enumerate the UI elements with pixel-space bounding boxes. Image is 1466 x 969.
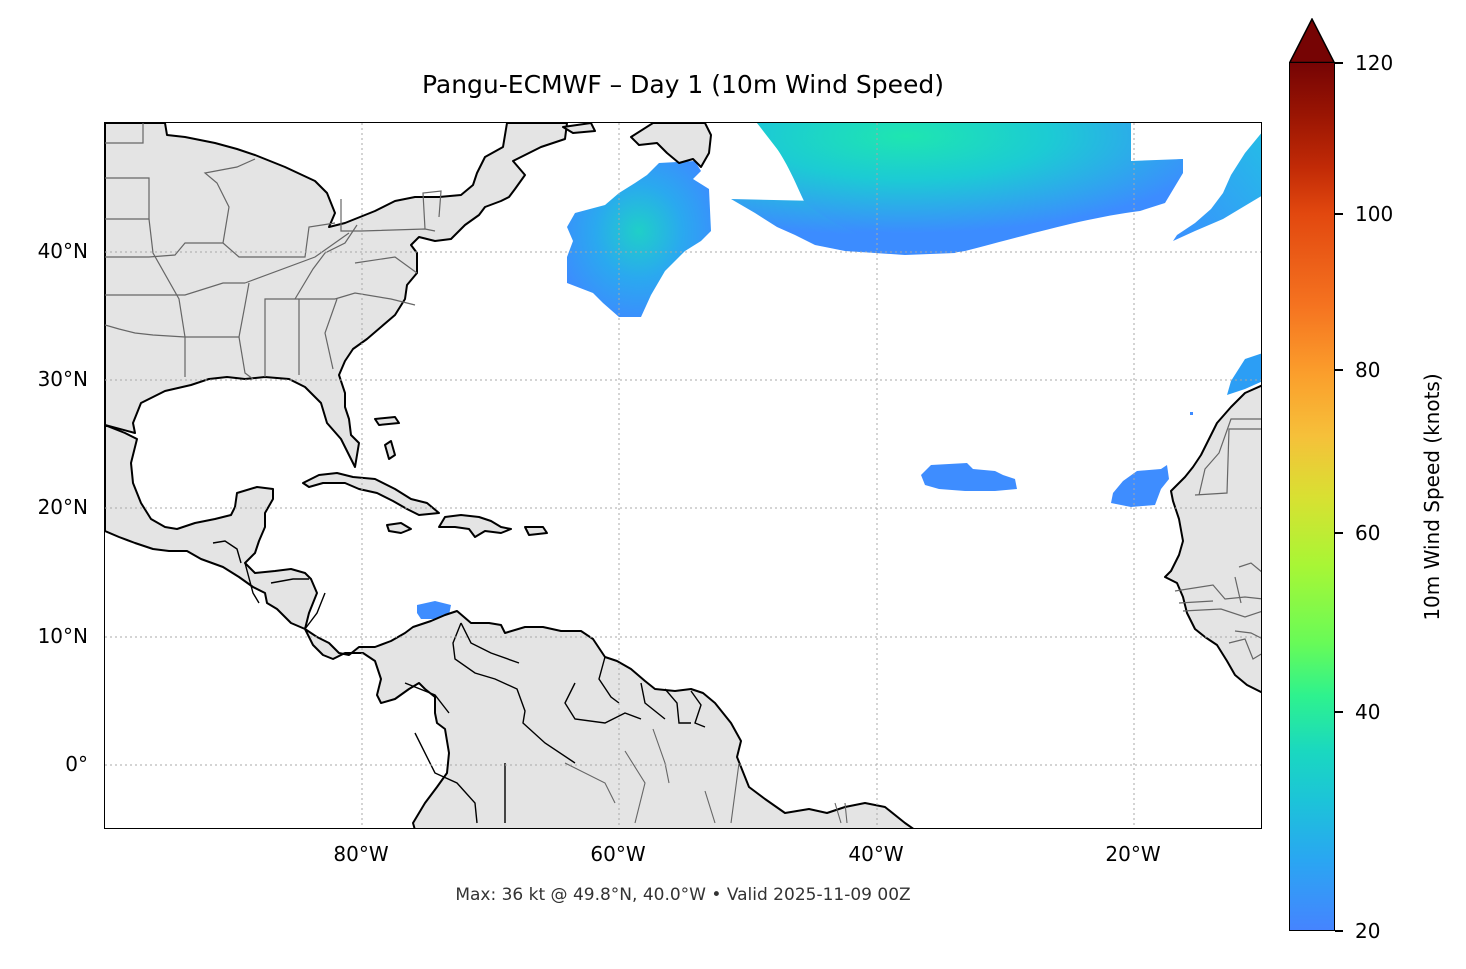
wind-field xyxy=(417,123,1261,619)
colorbar-tick xyxy=(1335,369,1343,371)
lon-label-20w: 20°W xyxy=(1105,842,1161,866)
colorbar-tick xyxy=(1335,532,1343,534)
lat-label-40n: 40°N xyxy=(37,239,88,263)
colorbar-extend-arrow xyxy=(1289,18,1335,64)
colorbar-label-100: 100 xyxy=(1355,202,1394,226)
map-svg xyxy=(105,123,1261,828)
lon-label-80w: 80°W xyxy=(333,842,389,866)
colorbar-tick xyxy=(1335,213,1343,215)
country-borders xyxy=(212,540,706,824)
map-plot-area xyxy=(104,122,1262,829)
colorbar-title: 10m Wind Speed (knots) xyxy=(1420,373,1444,621)
minor-borders xyxy=(564,728,848,824)
colorbar-label-60: 60 xyxy=(1355,521,1381,545)
lon-label-40w: 40°W xyxy=(848,842,904,866)
max-wind-caption: Max: 36 kt @ 49.8°N, 40.0°W • Valid 2025… xyxy=(455,885,911,905)
colorbar-label-120: 120 xyxy=(1355,51,1394,75)
colorbar-tick xyxy=(1335,711,1343,713)
lat-label-30n: 30°N xyxy=(37,367,88,391)
lon-label-60w: 60°W xyxy=(590,842,646,866)
gridlines xyxy=(105,123,1261,828)
colorbar-tick xyxy=(1335,62,1343,64)
colorbar-tick xyxy=(1335,930,1343,932)
colorbar-label-20: 20 xyxy=(1355,919,1381,943)
land xyxy=(105,123,1261,828)
lat-label-10n: 10°N xyxy=(37,624,88,648)
chart-title: Pangu-ECMWF – Day 1 (10m Wind Speed) xyxy=(421,70,945,99)
colorbar-label-80: 80 xyxy=(1355,358,1381,382)
borders xyxy=(105,123,1261,660)
lat-label-equator: 0° xyxy=(65,752,88,776)
colorbar-label-40: 40 xyxy=(1355,700,1381,724)
lat-label-20n: 20°N xyxy=(37,495,88,519)
colorbar xyxy=(1289,62,1335,931)
